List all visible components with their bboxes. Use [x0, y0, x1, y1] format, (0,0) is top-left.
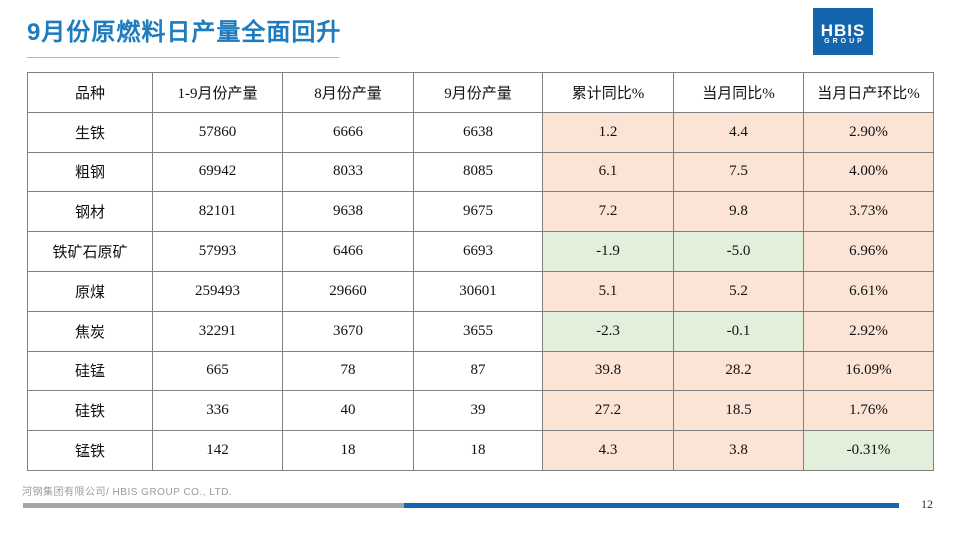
value-cell: 87	[413, 350, 543, 392]
value-cell: 57860	[152, 111, 283, 153]
value-cell: 6693	[413, 231, 543, 272]
value-cell: -1.9	[542, 231, 674, 272]
production-table: 品种 1-9月份产量 8月份产量 9月份产量 累计同比% 当月同比% 当月日产环比% 生铁 5…	[27, 72, 934, 471]
product-name-cell: 原煤	[27, 270, 153, 312]
table-row: 锰铁 142 18 18 4.3 3.8 -0.31%	[27, 430, 934, 471]
column-header: 当月同比%	[673, 72, 804, 113]
column-header: 8月份产量	[282, 72, 414, 113]
product-name-cell: 硅锰	[27, 350, 153, 392]
value-cell: 9638	[282, 191, 414, 233]
value-cell: 39.8	[542, 350, 674, 392]
product-name-cell: 粗钢	[27, 151, 153, 193]
value-cell: 29660	[282, 270, 414, 312]
value-cell: 40	[282, 390, 414, 432]
value-cell: 336	[152, 390, 283, 432]
product-name-cell: 硅铁	[27, 390, 153, 432]
table-row: 原煤 259493 29660 30601 5.1 5.2 6.61%	[27, 270, 934, 312]
value-cell: 18	[282, 430, 414, 471]
value-cell: 39	[413, 390, 543, 432]
product-name-cell: 焦炭	[27, 310, 153, 352]
column-header: 当月日产环比%	[803, 72, 934, 113]
column-header: 品种	[27, 72, 153, 113]
footer-company-text: 河钢集团有限公司/ HBIS GROUP CO., LTD.	[22, 487, 233, 498]
product-name-cell: 钢材	[27, 191, 153, 233]
value-cell: 18	[413, 430, 543, 471]
value-cell: 18.5	[673, 390, 804, 432]
value-cell: -2.3	[542, 310, 674, 352]
value-cell: -0.1	[673, 310, 804, 352]
progress-bar-gray	[23, 503, 404, 508]
table-row: 钢材 82101 9638 9675 7.2 9.8 3.73%	[27, 191, 934, 233]
value-cell: 1.76%	[803, 390, 934, 432]
value-cell: 30601	[413, 270, 543, 312]
product-name-cell: 锰铁	[27, 430, 153, 471]
table-row: 硅锰 665 78 87 39.8 28.2 16.09%	[27, 350, 934, 392]
value-cell: 69942	[152, 151, 283, 193]
column-header: 累计同比%	[542, 72, 674, 113]
value-cell: 27.2	[542, 390, 674, 432]
value-cell: 4.4	[673, 111, 804, 153]
value-cell: 3670	[282, 310, 414, 352]
value-cell: 28.2	[673, 350, 804, 392]
table-row: 硅铁 336 40 39 27.2 18.5 1.76%	[27, 390, 934, 432]
value-cell: 665	[152, 350, 283, 392]
logo-text-group: GROUP	[824, 38, 865, 45]
value-cell: 57993	[152, 231, 283, 272]
value-cell: 3.73%	[803, 191, 934, 233]
product-name-cell: 铁矿石原矿	[27, 231, 153, 272]
hbis-logo: HBIS GROUP	[813, 8, 873, 55]
value-cell: 6.1	[542, 151, 674, 193]
value-cell: 1.2	[542, 111, 674, 153]
table-body: 生铁 57860 6666 6638 1.2 4.4 2.90% 粗钢 69942 8033 808…	[27, 111, 934, 471]
value-cell: 8033	[282, 151, 414, 193]
value-cell: 5.2	[673, 270, 804, 312]
value-cell: -5.0	[673, 231, 804, 272]
title-underline	[27, 57, 339, 58]
logo-text-hbis: HBIS	[820, 21, 866, 40]
value-cell: 2.92%	[803, 310, 934, 352]
table-row: 焦炭 32291 3670 3655 -2.3 -0.1 2.92%	[27, 310, 934, 352]
value-cell: 7.2	[542, 191, 674, 233]
value-cell: 9.8	[673, 191, 804, 233]
column-header: 1-9月份产量	[152, 72, 283, 113]
value-cell: 6466	[282, 231, 414, 272]
table-row: 铁矿石原矿 57993 6466 6693 -1.9 -5.0 6.96%	[27, 231, 934, 272]
value-cell: -0.31%	[803, 430, 934, 471]
value-cell: 4.00%	[803, 151, 934, 193]
value-cell: 4.3	[542, 430, 674, 471]
value-cell: 16.09%	[803, 350, 934, 392]
value-cell: 6.96%	[803, 231, 934, 272]
value-cell: 3655	[413, 310, 543, 352]
value-cell: 3.8	[673, 430, 804, 471]
value-cell: 8085	[413, 151, 543, 193]
value-cell: 32291	[152, 310, 283, 352]
value-cell: 9675	[413, 191, 543, 233]
column-header: 9月份产量	[413, 72, 543, 113]
value-cell: 82101	[152, 191, 283, 233]
value-cell: 6638	[413, 111, 543, 153]
value-cell: 259493	[152, 270, 283, 312]
value-cell: 2.90%	[803, 111, 934, 153]
value-cell: 6.61%	[803, 270, 934, 312]
page-number: 12	[921, 497, 933, 511]
value-cell: 142	[152, 430, 283, 471]
page-title: 9月份原燃料日产量全面回升	[27, 19, 342, 46]
table-header-row: 品种 1-9月份产量 8月份产量 9月份产量 累计同比% 当月同比% 当月日产环比%	[27, 72, 934, 113]
product-name-cell: 生铁	[27, 111, 153, 153]
value-cell: 78	[282, 350, 414, 392]
value-cell: 6666	[282, 111, 414, 153]
table-row: 生铁 57860 6666 6638 1.2 4.4 2.90%	[27, 111, 934, 153]
progress-bar-blue	[404, 503, 899, 508]
value-cell: 5.1	[542, 270, 674, 312]
value-cell: 7.5	[673, 151, 804, 193]
table-row: 粗钢 69942 8033 8085 6.1 7.5 4.00%	[27, 151, 934, 193]
